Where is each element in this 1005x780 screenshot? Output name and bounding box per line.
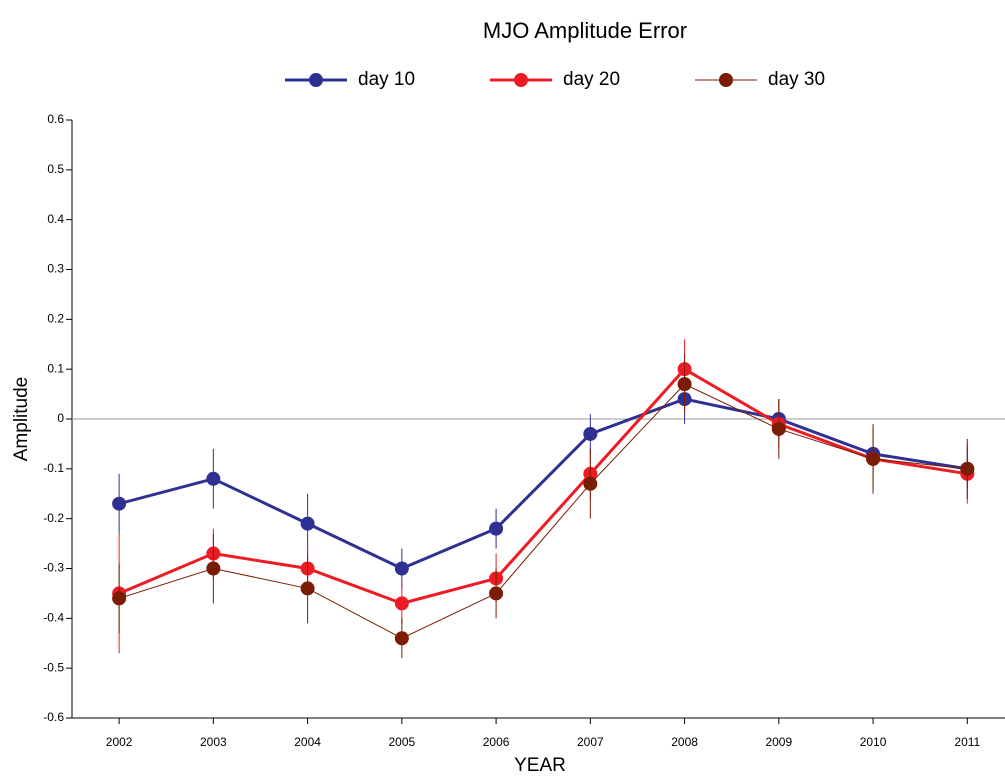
legend-label: day 30 (768, 69, 825, 90)
x-tick-label: 2003 (200, 735, 227, 749)
y-tick-label: -0.5 (43, 660, 64, 674)
x-tick-label: 2004 (294, 735, 321, 749)
legend-marker (719, 73, 733, 87)
marker (112, 496, 127, 511)
series-line (118, 367, 968, 605)
chart-title: MJO Amplitude Error (483, 18, 687, 43)
marker (394, 596, 409, 611)
series-line (118, 383, 968, 639)
marker (112, 591, 127, 606)
series-line (118, 397, 968, 571)
x-tick-label: 2010 (860, 735, 887, 749)
y-tick-label: -0.3 (43, 561, 64, 575)
x-tick-label: 2011 (954, 735, 980, 749)
x-axis-label: YEAR (514, 755, 566, 776)
marker (206, 471, 221, 486)
y-tick-label: -0.1 (43, 461, 64, 475)
legend-marker (514, 73, 528, 87)
x-tick-label: 2002 (106, 735, 133, 749)
marker (960, 461, 975, 476)
marker (300, 516, 315, 531)
legend-marker (309, 73, 323, 87)
x-tick-label: 2009 (765, 735, 792, 749)
x-tick-label: 2005 (388, 735, 415, 749)
y-tick-label: 0.2 (47, 312, 64, 326)
y-tick-label: -0.6 (43, 710, 64, 724)
x-tick-label: 2007 (577, 735, 604, 749)
marker (677, 377, 692, 392)
marker (866, 451, 881, 466)
legend-label: day 10 (358, 69, 415, 90)
marker (394, 631, 409, 646)
marker (394, 561, 409, 576)
marker (489, 521, 504, 536)
marker (771, 421, 786, 436)
y-tick-label: -0.4 (43, 611, 64, 625)
marker (300, 581, 315, 596)
y-tick-label: -0.2 (43, 511, 64, 525)
x-tick-label: 2008 (671, 735, 698, 749)
legend-label: day 20 (563, 69, 620, 90)
y-tick-label: 0 (57, 411, 64, 425)
marker (206, 561, 221, 576)
x-tick-label: 2006 (483, 735, 510, 749)
marker (583, 476, 598, 491)
y-axis-label: Amplitude (11, 377, 32, 462)
marker (489, 586, 504, 601)
y-tick-label: 0.3 (47, 262, 64, 276)
y-tick-label: 0.1 (47, 361, 64, 375)
y-tick-label: 0.6 (47, 112, 64, 126)
y-tick-label: 0.4 (47, 212, 64, 226)
y-tick-label: 0.5 (47, 162, 64, 176)
marker (583, 426, 598, 441)
